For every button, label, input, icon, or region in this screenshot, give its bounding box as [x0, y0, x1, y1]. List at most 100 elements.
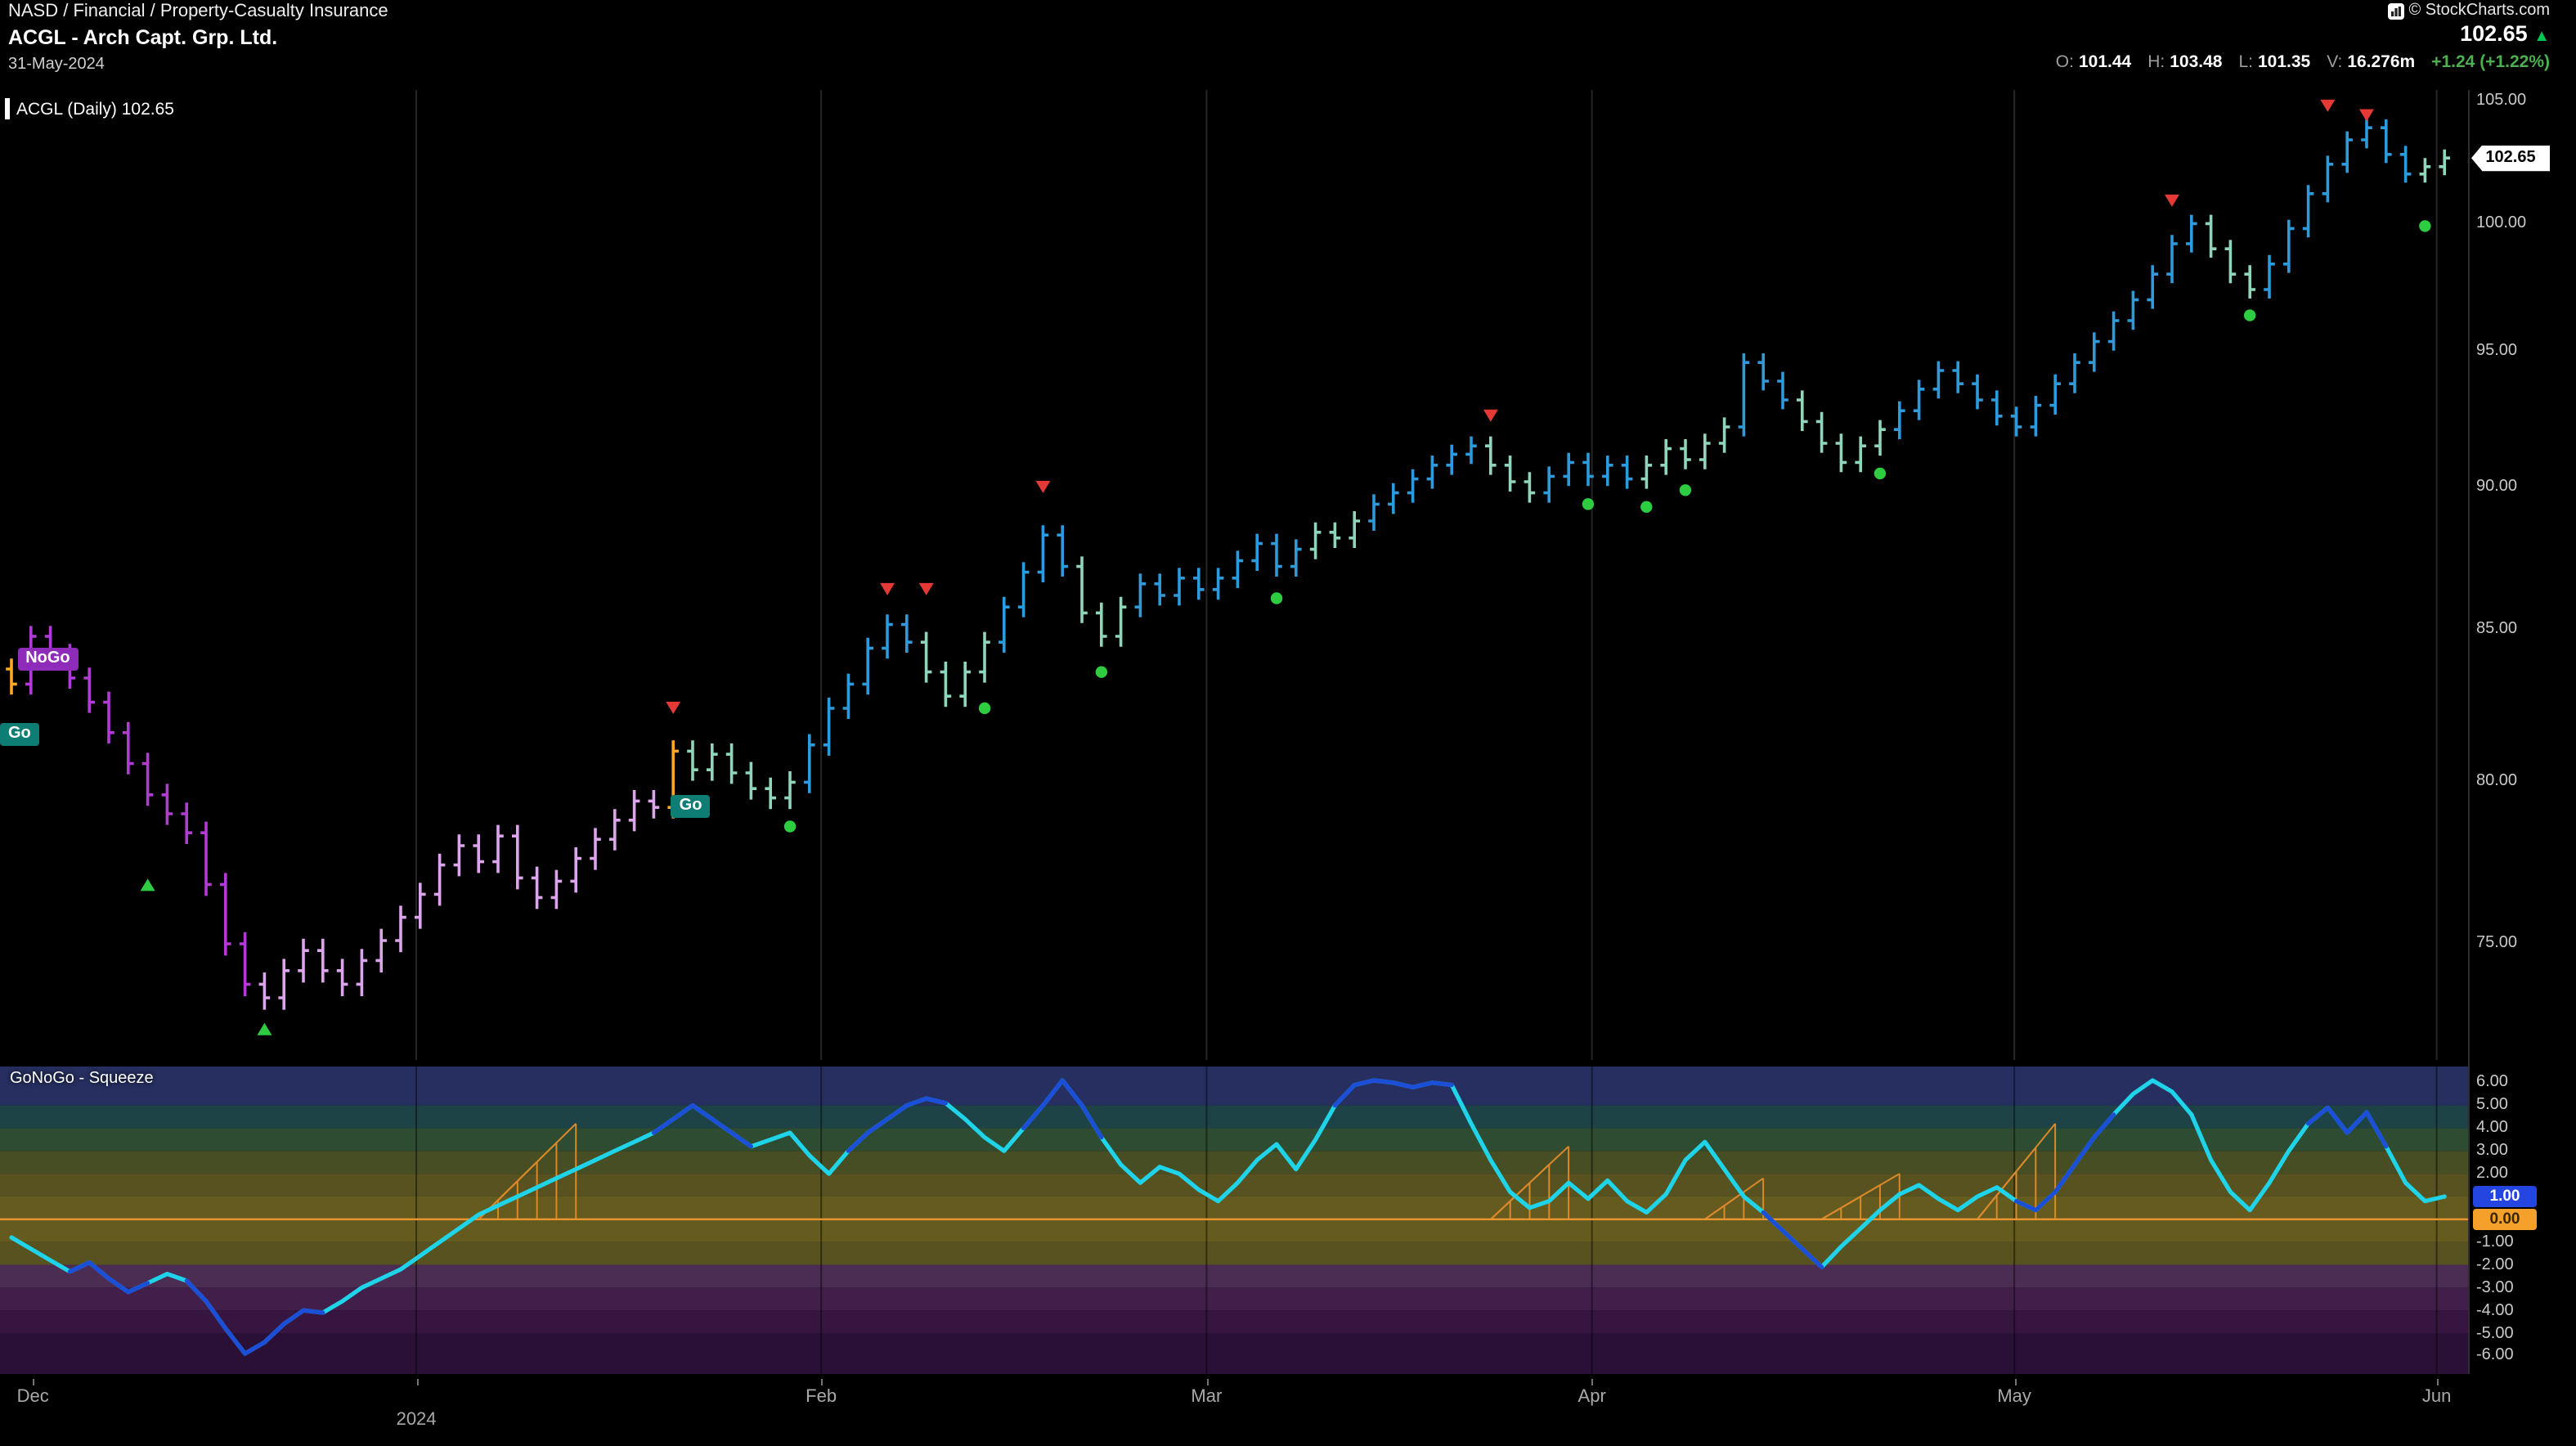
squeeze-zero-badge: 0.00: [2473, 1208, 2537, 1230]
go-countertrend-dot-icon: [1095, 666, 1108, 678]
squeeze-line-strong-segment: [651, 1102, 754, 1149]
go-countertrend-dot-icon: [783, 820, 797, 833]
squeeze-line-strong-segment: [184, 1278, 325, 1356]
signal-markers: [140, 99, 2431, 1035]
price-axis-label: 105.00: [2476, 92, 2527, 110]
symbol-title: ACGL - Arch Capt. Grp. Ltd.: [8, 26, 278, 49]
nogo-countertrend-icon: [1035, 480, 1051, 493]
squeeze-band: [0, 1333, 2468, 1374]
squeeze-line-strong-segment: [2014, 1112, 2116, 1213]
volume-label: V:: [2327, 52, 2343, 72]
quote-low: L: 101.35: [2238, 52, 2310, 72]
squeeze-y-axis: 1.00 0.00 6.005.004.003.002.001.000.00-1…: [2470, 1067, 2576, 1374]
x-axis-tick: [1206, 1379, 1209, 1385]
price-bars: [6, 119, 2450, 1010]
nogo-countertrend-icon: [2358, 109, 2374, 122]
squeeze-axis-label: 5.00: [2476, 1096, 2508, 1115]
copyright: © StockCharts.com: [2056, 2, 2550, 20]
x-axis-tick: [33, 1379, 35, 1385]
nogo-countertrend-icon: [880, 582, 895, 595]
x-axis-label: Dec: [16, 1387, 49, 1407]
quote-volume: V: 16.276m: [2327, 52, 2415, 72]
sector-breadcrumb: NASD / Financial / Property-Casualty Ins…: [8, 2, 388, 21]
copyright-text: © StockCharts.com: [2408, 2, 2550, 20]
quote-row: O: 101.44 H: 103.48 L: 101.35 V: 16.276m…: [2056, 52, 2550, 72]
x-axis-label: 2024: [396, 1410, 437, 1430]
squeeze-band: [0, 1219, 2468, 1242]
squeeze-axis-label: -4.00: [2476, 1301, 2514, 1320]
price-axis-label: 75.00: [2476, 934, 2518, 952]
quote-high: H: 103.48: [2147, 52, 2222, 72]
nogo-countertrend-icon: [666, 701, 681, 714]
x-axis-label: Feb: [806, 1387, 837, 1407]
squeeze-band: [0, 1151, 2468, 1174]
chart-title-text: ACGL (Daily) 102.65: [16, 99, 174, 119]
go-countertrend-dot-icon: [2243, 309, 2256, 321]
open-value: 101.44: [2078, 52, 2132, 72]
squeeze-line-strong-segment: [2306, 1105, 2389, 1149]
go-countertrend-dot-icon: [1679, 484, 1692, 496]
x-axis-tick: [1591, 1379, 1594, 1385]
go-countertrend-dot-icon: [2419, 220, 2431, 232]
price-axis-label: 85.00: [2476, 620, 2518, 639]
nogo-countertrend-icon: [918, 582, 934, 595]
price-y-axis: 102.65 105.00 100.00 95.00 90.00 85.00 80.00 7…: [2470, 90, 2576, 1060]
price-axis-label: 95.00: [2476, 342, 2518, 361]
squeeze-band: [0, 1242, 2468, 1265]
squeeze-band: [0, 1196, 2468, 1219]
chart-date: 31-May-2024: [8, 56, 105, 74]
low-value: 101.35: [2258, 52, 2311, 72]
squeeze-svg: [0, 1067, 2468, 1374]
squeeze-axis-label: 2.00: [2476, 1165, 2508, 1183]
squeeze-axis-label: -2.00: [2476, 1255, 2514, 1274]
squeeze-value-badge: 1.00: [2473, 1185, 2537, 1207]
nogo-countertrend-icon: [1483, 409, 1498, 422]
price-axis-label: 80.00: [2476, 772, 2518, 791]
squeeze-band: [0, 1310, 2468, 1333]
squeeze-band: [0, 1128, 2468, 1152]
price-chart-panel: NoGo Go Go ACGL (Daily) 102.65: [0, 90, 2468, 1060]
x-axis-label: Mar: [1191, 1387, 1223, 1407]
x-axis-tick: [416, 1379, 419, 1385]
go-countertrend-dot-icon: [1640, 501, 1653, 513]
header-right: © StockCharts.com 102.65 ▲ O: 101.44 H: …: [2056, 2, 2550, 72]
squeeze-axis-label: -1.00: [2476, 1233, 2514, 1251]
squeeze-band: [0, 1264, 2468, 1288]
squeeze-indicator-panel: GoNoGo - Squeeze: [0, 1067, 2468, 1374]
price-axis-label: 100.00: [2476, 213, 2527, 232]
go-countertrend-dot-icon: [978, 702, 991, 715]
header-left: NASD / Financial / Property-Casualty Ins…: [8, 2, 388, 74]
squeeze-axis-label: 3.00: [2476, 1142, 2508, 1161]
last-price: 102.65: [2460, 21, 2528, 46]
price-axis-label: 90.00: [2476, 477, 2518, 496]
month-gridlines: [415, 90, 2438, 1060]
squeeze-line-strong-segment: [846, 1096, 949, 1153]
open-label: O:: [2055, 52, 2074, 72]
price-chart-svg: [6, 90, 2450, 1060]
quote-open: O: 101.44: [2056, 52, 2131, 72]
last-price-row: 102.65 ▲: [2056, 21, 2550, 46]
high-value: 103.48: [2170, 52, 2223, 72]
x-axis-label: Jun: [2421, 1387, 2452, 1407]
squeeze-axis-label: -6.00: [2476, 1346, 2514, 1365]
go-countertrend-triangle-icon: [140, 878, 155, 891]
squeeze-axis-label: -3.00: [2476, 1278, 2514, 1297]
label-marker: [5, 98, 10, 119]
x-axis-label: May: [1997, 1387, 2031, 1407]
squeeze-band: [0, 1287, 2468, 1311]
x-axis-tick: [2436, 1379, 2439, 1385]
go-countertrend-dot-icon: [1874, 467, 1887, 480]
squeeze-band: [0, 1105, 2468, 1129]
squeeze-band: [0, 1067, 2468, 1106]
squeeze-line-strong-segment: [1021, 1078, 1104, 1140]
last-price-axis-badge: 102.65: [2471, 145, 2550, 172]
squeeze-line-strong-segment: [1761, 1210, 1824, 1269]
squeeze-line-strong-segment: [1332, 1078, 1454, 1108]
nogo-countertrend-icon: [2164, 194, 2179, 207]
chart-title-label: ACGL (Daily) 102.65: [5, 98, 174, 119]
go-countertrend-dot-icon: [1270, 592, 1283, 604]
price-up-icon: ▲: [2533, 28, 2550, 46]
high-label: H:: [2147, 52, 2165, 72]
change-value: +1.24 (+1.22%): [2431, 52, 2550, 72]
